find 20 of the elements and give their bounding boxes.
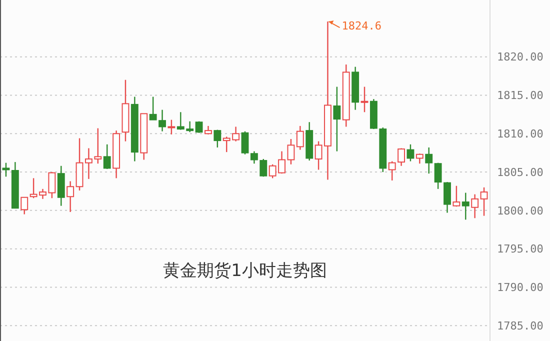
annotation: 1824.6: [342, 20, 382, 33]
y-tick-label: 1815.00: [497, 89, 544, 102]
candlestick: [333, 86, 341, 152]
candlestick: [112, 130, 120, 179]
candlestick: [352, 66, 360, 110]
y-tick-label: 1810.00: [497, 127, 544, 140]
text: 黄金期货1小时走势图: [163, 261, 327, 281]
y-tick-label: 1820.00: [497, 50, 544, 64]
y-tick-label: 1795.00: [497, 242, 544, 256]
y-tick-label: 1790.00: [497, 281, 544, 294]
candlestick: [296, 125, 304, 150]
y-tick-label: 1805.00: [497, 166, 544, 179]
candlestick: [462, 192, 470, 220]
candlestick: [360, 86, 368, 113]
y-tick-label: 1785.00: [497, 319, 544, 332]
y-tick-label: 1800.00: [497, 204, 544, 218]
candlestick: [471, 194, 479, 219]
candlestick: [122, 79, 130, 142]
candlestick: [130, 96, 138, 162]
candlestick: [66, 180, 74, 213]
